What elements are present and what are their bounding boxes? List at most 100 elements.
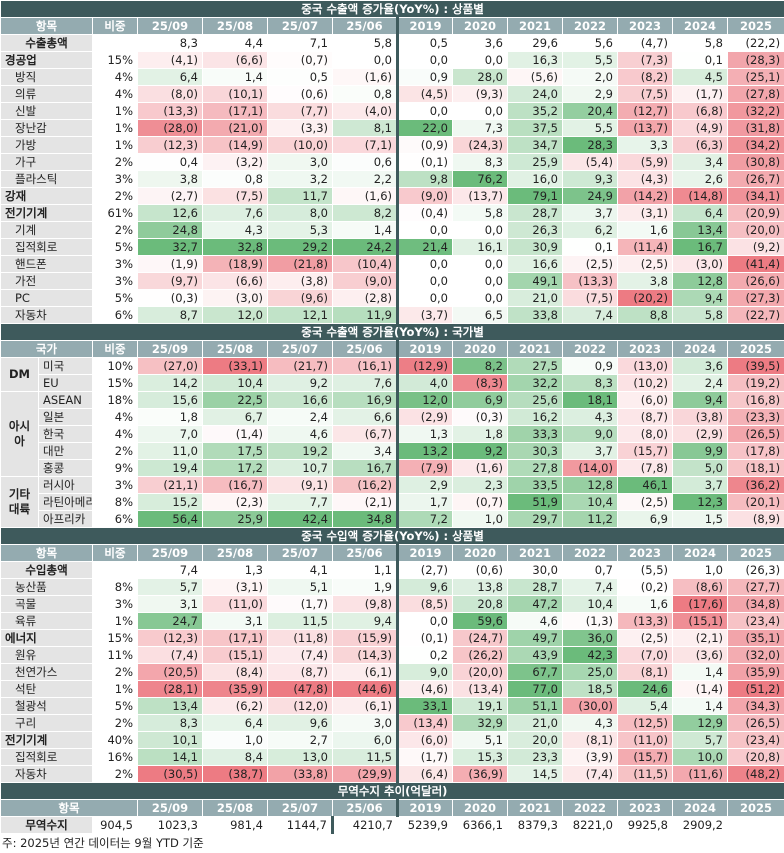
value-cell: 6,5 [453, 307, 508, 324]
row-label: 강재 [1, 188, 93, 205]
value-cell: (9,1) [268, 477, 333, 494]
weight: 3% [93, 256, 138, 273]
value-cell: (26,6) [728, 273, 784, 290]
value-cell: 10,4 [203, 375, 268, 392]
value-cell: (28,1) [138, 681, 203, 698]
value-cell: 11,5 [268, 613, 333, 630]
value-cell: (36,2) [728, 477, 784, 494]
value-cell: (3,0) [673, 256, 728, 273]
value-cell: (34,2) [728, 137, 784, 154]
value-cell: 1,8 [138, 409, 203, 426]
value-cell: 6,6 [333, 409, 398, 426]
value-cell: (2,5) [618, 494, 673, 511]
row-label: 수출총액 [1, 35, 93, 52]
value-cell: (30,5) [138, 766, 203, 783]
value-cell: 5,7 [138, 579, 203, 596]
value-cell: 1,4 [333, 222, 398, 239]
weight: 61% [93, 205, 138, 222]
value-cell: 8,1 [333, 120, 398, 137]
value-cell: 59,6 [453, 613, 508, 630]
value-cell: (34,1) [728, 188, 784, 205]
value-cell: (33,1) [203, 358, 268, 375]
value-cell: (0,9) [398, 137, 453, 154]
value-cell: (1,7) [398, 749, 453, 766]
value-cell: 0,9 [398, 69, 453, 86]
value-cell: (3,3) [268, 120, 333, 137]
value-cell: (6,2) [203, 698, 268, 715]
value-cell: (2,1) [673, 630, 728, 647]
value-cell: (1,7) [268, 596, 333, 613]
value-cell: (7,4) [138, 647, 203, 664]
value-cell: 0,0 [453, 52, 508, 69]
value-cell: 1,0 [203, 732, 268, 749]
value-cell: 3,7 [563, 443, 618, 460]
row-label: 한국 [39, 426, 93, 443]
value-cell: 3,8 [618, 273, 673, 290]
value-cell: 11,5 [333, 749, 398, 766]
header-cell: 25/06 [333, 800, 398, 817]
value-cell: 5,5 [563, 120, 618, 137]
header-cell: 2022 [563, 545, 618, 562]
value-cell: (21,0) [203, 120, 268, 137]
value-cell: 3,7 [673, 477, 728, 494]
value-cell: 9,6 [268, 715, 333, 732]
value-cell: (14,8) [673, 188, 728, 205]
value-cell: 15,3 [453, 749, 508, 766]
header-cell: 항목 [1, 800, 138, 817]
value-cell: (2,7) [398, 562, 453, 579]
value-cell: 32,7 [138, 239, 203, 256]
value-cell: 3,0 [333, 715, 398, 732]
value-cell: 25,9 [203, 511, 268, 528]
value-cell: 0,4 [138, 154, 203, 171]
value-cell: (20,0) [728, 222, 784, 239]
row-label: 기계 [1, 222, 93, 239]
value-cell: (9,7) [138, 273, 203, 290]
value-cell: 9925,8 [618, 817, 673, 834]
value-cell: (7,5) [203, 188, 268, 205]
value-cell: 30,9 [508, 239, 563, 256]
header-cell: 25/09 [138, 341, 203, 358]
value-cell: (7,3) [618, 52, 673, 69]
value-cell: 6,7 [203, 409, 268, 426]
value-cell: 35,2 [508, 103, 563, 120]
weight: 15% [93, 630, 138, 647]
value-cell: 20,8 [453, 596, 508, 613]
value-cell: 0,0 [398, 290, 453, 307]
row-label: 육류 [1, 613, 93, 630]
value-cell: (10,0) [268, 137, 333, 154]
value-cell: 2,4 [268, 409, 333, 426]
value-cell: (3,1) [203, 579, 268, 596]
value-cell: (7,5) [618, 86, 673, 103]
value-cell: (6,8) [673, 103, 728, 120]
value-cell: 1023,3 [138, 817, 203, 834]
value-cell: 8,3 [453, 154, 508, 171]
value-cell: (2,3) [203, 494, 268, 511]
value-cell: (17,1) [203, 103, 268, 120]
value-cell: 1144,7 [268, 817, 333, 834]
value-cell: (8,5) [398, 596, 453, 613]
value-cell: 0,0 [453, 273, 508, 290]
value-cell: (20,9) [728, 205, 784, 222]
value-cell: (6,1) [333, 698, 398, 715]
value-cell: 9,2 [268, 375, 333, 392]
value-cell: (2,5) [618, 256, 673, 273]
header-cell: 2024 [673, 800, 728, 817]
weight-empty [93, 562, 138, 579]
value-cell: 5,0 [673, 460, 728, 477]
value-cell: (6,6) [203, 273, 268, 290]
value-cell: 2,6 [673, 171, 728, 188]
value-cell: 29,7 [508, 511, 563, 528]
value-cell: 3,6 [453, 35, 508, 52]
value-cell: 8,3 [138, 715, 203, 732]
row-label: 의류 [1, 86, 93, 103]
value-cell: 7,6 [333, 375, 398, 392]
